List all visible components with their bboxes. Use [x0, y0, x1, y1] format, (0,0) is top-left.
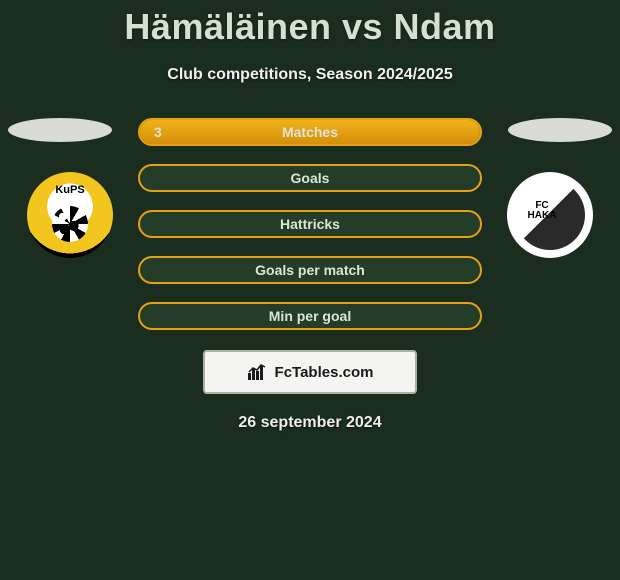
stat-row-min-per-goal: Min per goal	[138, 302, 482, 330]
watermark-text: FcTables.com	[275, 364, 374, 381]
stat-row-hattricks: Hattricks	[138, 210, 482, 238]
stat-row-goals: Goals	[138, 164, 482, 192]
stat-label: Min per goal	[140, 308, 480, 324]
stat-label: Hattricks	[140, 216, 480, 232]
club-badge-left-label: KuPS	[55, 184, 84, 196]
club-badge-right: FC HAKA	[507, 172, 593, 258]
footer-date: 26 september 2024	[0, 414, 620, 432]
player-photo-left	[8, 118, 112, 142]
bar-chart-icon	[247, 363, 269, 381]
stat-row-goals-per-match: Goals per match	[138, 256, 482, 284]
comparison-panel: KuPS FC HAKA 3 Matches Goals Hattricks	[0, 118, 620, 432]
stat-label: Goals	[140, 170, 480, 186]
club-badge-right-label: FC HAKA	[528, 201, 557, 221]
player-photo-right	[508, 118, 612, 142]
stat-label: Goals per match	[140, 262, 480, 278]
stat-bars: 3 Matches Goals Hattricks Goals per matc…	[138, 118, 482, 330]
watermark-box: FcTables.com	[203, 350, 417, 394]
stat-label: Matches	[140, 124, 480, 140]
stat-row-matches: 3 Matches	[138, 118, 482, 146]
club-badge-right-bg: FC HAKA	[515, 180, 585, 250]
club-badge-left: KuPS	[27, 172, 113, 258]
soccer-ball-icon	[52, 206, 88, 242]
page-title: Hämäläinen vs Ndam	[0, 0, 620, 48]
subtitle: Club competitions, Season 2024/2025	[0, 66, 620, 84]
